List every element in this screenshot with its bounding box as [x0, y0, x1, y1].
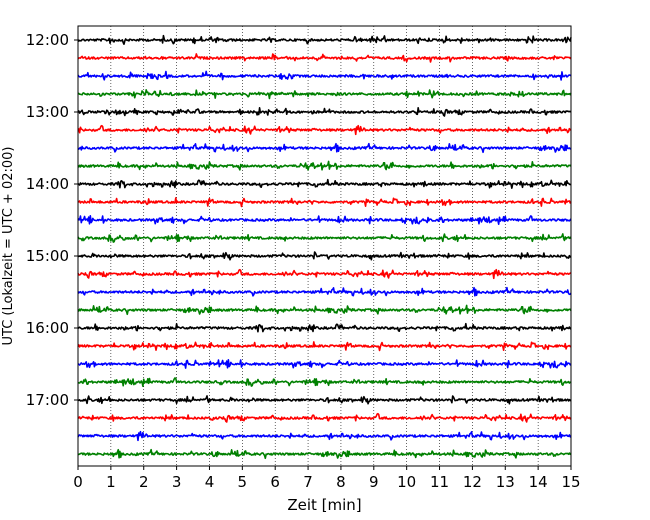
- y-tick-label: 12:00: [26, 31, 69, 49]
- x-tick-label: 12: [463, 473, 482, 491]
- x-tick-label: 11: [430, 473, 449, 491]
- y-tick-label: 13:00: [26, 103, 69, 121]
- x-tick-label: 15: [561, 473, 580, 491]
- x-tick-label: 9: [369, 473, 379, 491]
- x-tick-label: 6: [270, 473, 280, 491]
- x-tick-label: 8: [336, 473, 346, 491]
- x-tick-label: 13: [496, 473, 515, 491]
- x-tick-label: 10: [397, 473, 416, 491]
- y-axis-label: UTC (Lokalzeit = UTC + 02:00): [1, 147, 16, 346]
- x-tick-label: 14: [529, 473, 548, 491]
- x-tick-label: 3: [172, 473, 182, 491]
- y-tick-label: 14:00: [26, 175, 69, 193]
- x-tick-label: 0: [73, 473, 83, 491]
- x-axis-label: Zeit [min]: [287, 496, 361, 514]
- x-tick-label: 1: [106, 473, 116, 491]
- x-tick-label: 7: [303, 473, 313, 491]
- x-tick-label: 5: [238, 473, 248, 491]
- x-tick-label: 2: [139, 473, 149, 491]
- x-tick-label: 4: [205, 473, 215, 491]
- y-tick-label: 17:00: [26, 391, 69, 409]
- y-tick-label: 16:00: [26, 319, 69, 337]
- y-tick-label: 15:00: [26, 247, 69, 265]
